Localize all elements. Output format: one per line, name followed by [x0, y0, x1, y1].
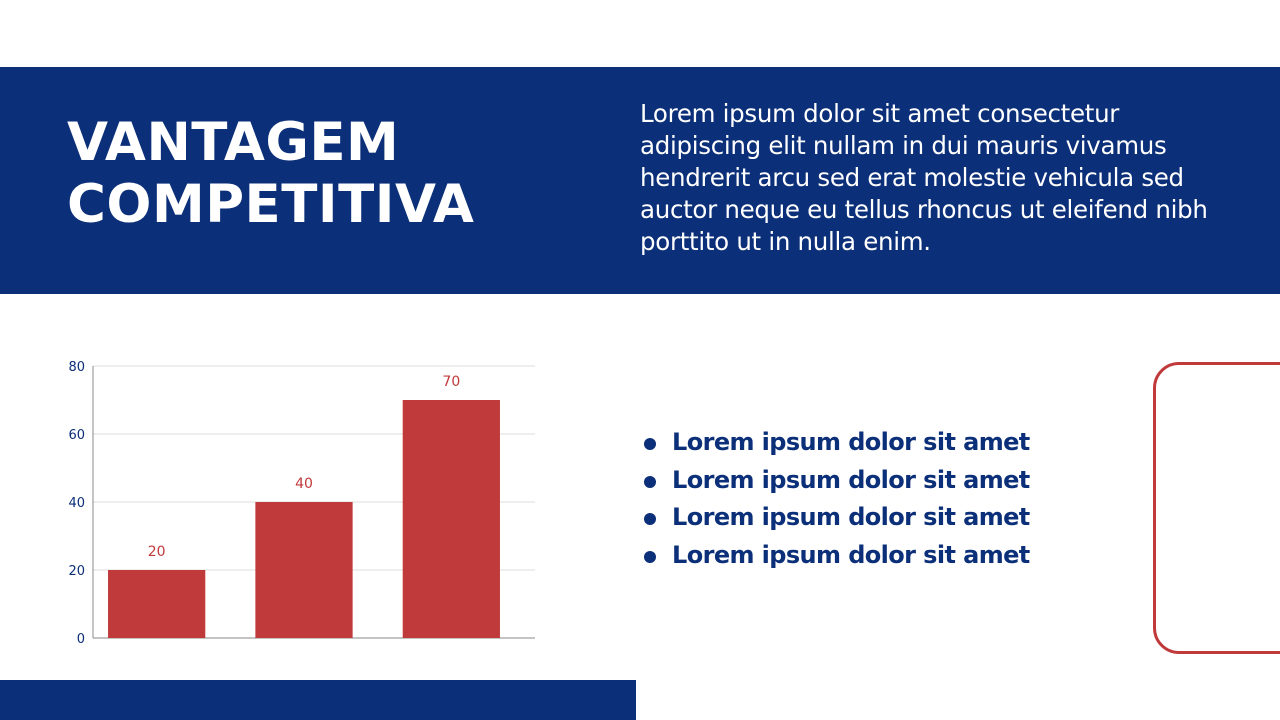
- intro-paragraph: Lorem ipsum dolor sit amet consectetur a…: [640, 99, 1208, 256]
- bullet-list: Lorem ipsum dolor sit amet Lorem ipsum d…: [644, 424, 1030, 574]
- bullet-text: Lorem ipsum dolor sit amet: [672, 540, 1030, 569]
- bullet-dot-icon: [644, 475, 656, 488]
- y-tick-label: 0: [77, 632, 85, 647]
- bullet-item: Lorem ipsum dolor sit amet: [644, 537, 1030, 575]
- data-label: 40: [295, 476, 313, 492]
- bullet-dot-icon: [644, 550, 656, 563]
- y-tick-label: 40: [68, 496, 85, 511]
- bullet-text: Lorem ipsum dolor sit amet: [672, 503, 1030, 531]
- bullet-dot-icon: [644, 438, 656, 450]
- slide-title: VANTAGEM COMPETITIVA: [67, 112, 474, 236]
- bullet-item: Lorem ipsum dolor sit amet: [644, 424, 1030, 462]
- bar-chart: 0 20 40 60 80 20 40 70: [68, 360, 535, 647]
- bar: [255, 502, 353, 638]
- y-tick-label: 80: [68, 360, 85, 375]
- red-outline-frame: [1153, 362, 1280, 654]
- bullet-item: Lorem ipsum dolor sit amet: [644, 499, 1030, 537]
- bullet-text: Lorem ipsum dolor sit amet: [672, 465, 1030, 494]
- slide-title-line-1: VANTAGEM: [67, 112, 400, 173]
- y-tick-label: 20: [68, 564, 85, 579]
- bar: [402, 400, 500, 638]
- data-label: 70: [442, 374, 460, 390]
- data-label: 20: [148, 544, 166, 560]
- bar: [108, 570, 206, 638]
- bullet-text: Lorem ipsum dolor sit amet: [672, 428, 1030, 456]
- bullet-dot-icon: [644, 513, 656, 525]
- header-banner: [0, 67, 1280, 294]
- y-tick-label: 60: [68, 428, 85, 443]
- bullet-item: Lorem ipsum dolor sit amet: [644, 462, 1030, 500]
- slide-title-line-2: COMPETITIVA: [67, 174, 475, 235]
- footer-bar: [0, 680, 636, 720]
